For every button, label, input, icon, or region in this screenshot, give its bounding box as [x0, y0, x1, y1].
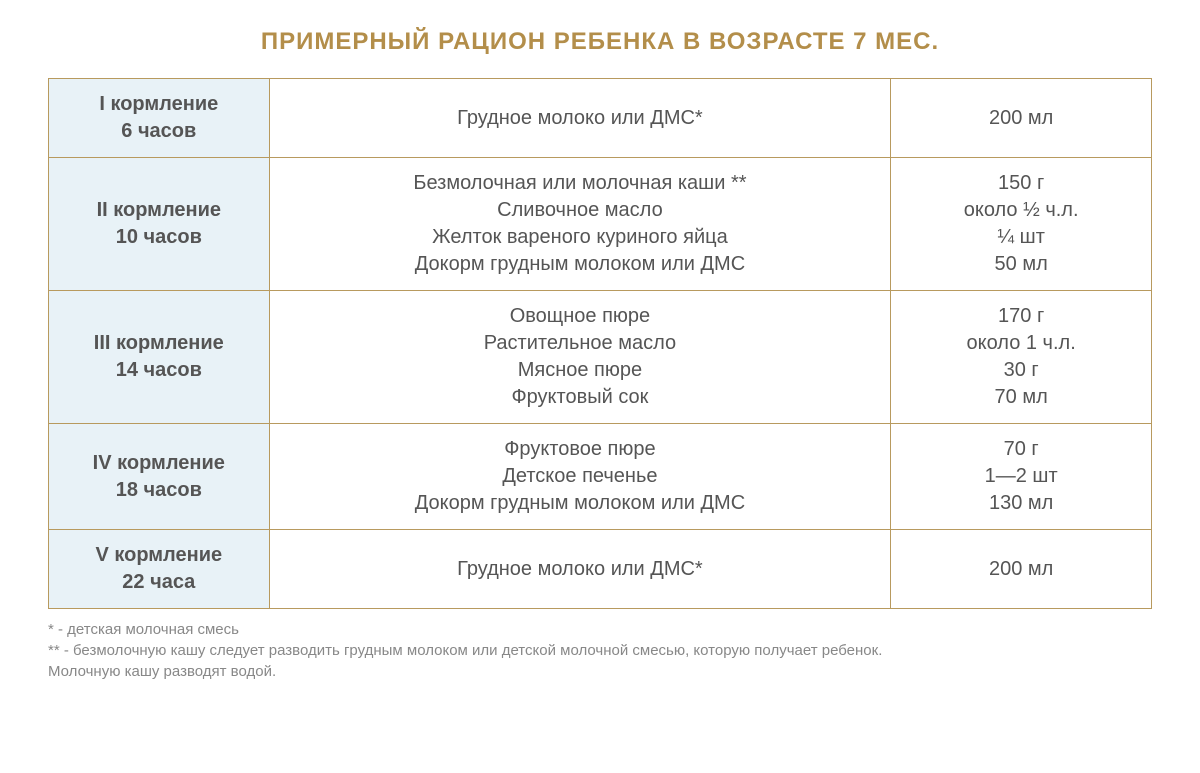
time-line: 22 часа [57, 569, 261, 596]
food-line: Овощное пюре [278, 303, 883, 330]
food-line: Желток вареного куриного яйца [278, 224, 883, 251]
amount-line: 170 г [899, 303, 1143, 330]
footnote-line: Молочную кашу разводят водой. [48, 661, 1152, 682]
footnotes: * - детская молочная смесь** - безмолочн… [48, 619, 1152, 682]
amount-line: 70 г [899, 436, 1143, 463]
table-cell: Грудное молоко или ДМС* [269, 530, 891, 609]
time-line: 18 часов [57, 477, 261, 504]
amount-line: 130 мл [899, 490, 1143, 517]
table-cell: Овощное пюреРастительное маслоМясное пюр… [269, 291, 891, 424]
time-line: I кормление [57, 91, 261, 118]
table-row: II кормление10 часовБезмолочная или моло… [49, 158, 1152, 291]
table-row: I кормление6 часов Грудное молоко или ДМС… [49, 79, 1152, 158]
table-cell: 150 гоколо ½ ч.л.¼ шт50 мл [891, 158, 1152, 291]
time-line: 14 часов [57, 357, 261, 384]
amount-line: ¼ шт [899, 224, 1143, 251]
diet-table-body: I кормление6 часов Грудное молоко или ДМС… [49, 79, 1152, 609]
table-cell: Грудное молоко или ДМС* [269, 79, 891, 158]
time-line: 6 часов [57, 118, 261, 145]
amount-line: 70 мл [899, 384, 1143, 411]
amount-line: 150 г [899, 170, 1143, 197]
amount-line: 200 мл [899, 105, 1143, 132]
footnote-line: ** - безмолочную кашу следует разводить … [48, 640, 1152, 661]
food-line: Мясное пюре [278, 357, 883, 384]
table-row: III кормление14 часовОвощное пюреРастите… [49, 291, 1152, 424]
food-line: Детское печенье [278, 463, 883, 490]
time-line: 10 часов [57, 224, 261, 251]
footnote-line: * - детская молочная смесь [48, 619, 1152, 640]
page-title: ПРИМЕРНЫЙ РАЦИОН РЕБЕНКА В ВОЗРАСТЕ 7 МЕ… [48, 28, 1152, 56]
food-line: Докорм грудным молоком или ДМС [278, 251, 883, 278]
amount-line: 50 мл [899, 251, 1143, 278]
table-cell: IV кормление18 часов [49, 424, 270, 530]
table-cell: Безмолочная или молочная каши **Сливочно… [269, 158, 891, 291]
amount-line: 200 мл [899, 556, 1143, 583]
table-cell: I кормление6 часов [49, 79, 270, 158]
amount-line: около 1 ч.л. [899, 330, 1143, 357]
amount-line: 1—2 шт [899, 463, 1143, 490]
table-cell: II кормление10 часов [49, 158, 270, 291]
table-cell: Фруктовое пюреДетское печеньеДокорм груд… [269, 424, 891, 530]
table-cell: 200 мл [891, 530, 1152, 609]
page: ПРИМЕРНЫЙ РАЦИОН РЕБЕНКА В ВОЗРАСТЕ 7 МЕ… [0, 0, 1200, 773]
table-cell: 70 г1—2 шт130 мл [891, 424, 1152, 530]
amount-line: 30 г [899, 357, 1143, 384]
food-line: Грудное молоко или ДМС* [278, 556, 883, 583]
time-line: IV кормление [57, 450, 261, 477]
food-line: Фруктовое пюре [278, 436, 883, 463]
food-line: Растительное масло [278, 330, 883, 357]
time-line: II кормление [57, 197, 261, 224]
table-cell: 170 гоколо 1 ч.л.30 г70 мл [891, 291, 1152, 424]
food-line: Сливочное масло [278, 197, 883, 224]
food-line: Докорм грудным молоком или ДМС [278, 490, 883, 517]
table-cell: 200 мл [891, 79, 1152, 158]
food-line: Безмолочная или молочная каши ** [278, 170, 883, 197]
amount-line: около ½ ч.л. [899, 197, 1143, 224]
time-line: V кормление [57, 542, 261, 569]
food-line: Фруктовый сок [278, 384, 883, 411]
food-line: Грудное молоко или ДМС* [278, 105, 883, 132]
table-row: V кормление22 часа Грудное молоко или ДМС… [49, 530, 1152, 609]
time-line: III кормление [57, 330, 261, 357]
diet-table: I кормление6 часов Грудное молоко или ДМС… [48, 78, 1152, 609]
table-cell: III кормление14 часов [49, 291, 270, 424]
table-cell: V кормление22 часа [49, 530, 270, 609]
table-row: IV кормление18 часовФруктовое пюреДетско… [49, 424, 1152, 530]
